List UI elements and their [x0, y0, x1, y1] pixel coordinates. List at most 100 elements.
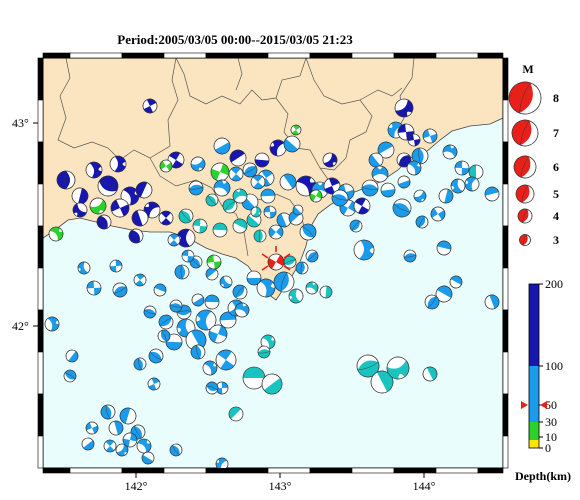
beachball: [279, 173, 297, 191]
beachball: [158, 314, 174, 330]
beachball: [250, 206, 262, 218]
beachball: [368, 152, 384, 168]
beachball: [133, 357, 147, 371]
border-segment: [69, 467, 123, 474]
beachball: [158, 210, 174, 226]
border-segment: [477, 467, 504, 474]
beachball: [147, 377, 161, 391]
border-segment: [502, 225, 509, 269]
beachball: [484, 294, 500, 310]
beachball: [85, 161, 103, 179]
beachball: [254, 152, 270, 168]
beachball: [256, 278, 276, 298]
beachball: [56, 170, 76, 190]
beachball: [157, 329, 171, 343]
border-segment: [42, 52, 71, 59]
beachball: [331, 189, 349, 207]
beachball: [89, 197, 107, 215]
beachball: [222, 198, 238, 214]
beachball: [72, 202, 88, 218]
border-segment: [351, 467, 395, 474]
beachball: [396, 152, 412, 168]
beachball: [305, 281, 319, 295]
beachball: [242, 366, 266, 390]
beachball: [205, 193, 219, 207]
border-segment: [435, 467, 479, 474]
beachball: [394, 98, 414, 118]
beachball: [115, 443, 129, 457]
border-segment: [502, 57, 509, 101]
magnitude-label: 7: [553, 126, 559, 140]
beachball: [205, 267, 219, 281]
beachball: [213, 179, 231, 197]
lon-tick-label: 142°: [125, 479, 148, 493]
beachball: [131, 209, 149, 227]
depth-color-segment: [529, 440, 539, 448]
border-segment: [502, 183, 509, 227]
map-border-scale: [37, 52, 509, 474]
beachball: [97, 175, 119, 197]
beachball: [260, 188, 276, 204]
beachball: [210, 162, 230, 182]
border-segment: [205, 467, 269, 474]
beachball: [181, 249, 195, 263]
depth-marker: [521, 401, 528, 409]
beachball: [508, 81, 542, 115]
beachball: [81, 437, 95, 451]
depth-color-segment: [529, 284, 539, 366]
beachball: [44, 316, 60, 332]
beachball: [185, 329, 207, 351]
beachball: [204, 294, 220, 310]
border-segment: [37, 309, 44, 353]
lat-tick-label: 42°: [12, 319, 29, 333]
beachball: [109, 259, 123, 273]
beachball: [353, 239, 375, 261]
magnitude-label: 6: [553, 160, 559, 174]
beachball: [110, 198, 130, 218]
beachball: [167, 233, 181, 247]
beachball: [353, 197, 371, 215]
beachball: [413, 189, 427, 203]
beachball: [112, 282, 128, 298]
beachball: [269, 139, 287, 157]
beachball: [411, 147, 429, 165]
beachball: [133, 273, 147, 287]
depth-tick-label: 50: [545, 398, 557, 412]
beachball: [513, 155, 537, 179]
beachball: [415, 215, 429, 229]
beachball: [246, 270, 262, 286]
beachball: [122, 432, 138, 448]
beachball: [71, 187, 89, 205]
beachball: [169, 443, 183, 457]
beachball: [192, 218, 208, 234]
depth-unit-label: Depth(km): [515, 469, 571, 483]
beachball: [142, 98, 158, 114]
depth-tick-label: 100: [545, 359, 563, 373]
beachball: [371, 165, 389, 183]
beachball: [517, 208, 533, 224]
beachball: [229, 149, 247, 167]
beachball: [295, 175, 317, 197]
border-segment: [309, 52, 353, 59]
beachball: [206, 254, 222, 270]
beachball: [397, 175, 411, 189]
beachball: [515, 184, 535, 204]
depth-tick-label: 10: [545, 430, 557, 444]
beachball: [234, 302, 250, 318]
border-segment: [502, 393, 509, 437]
border-segment: [69, 52, 123, 59]
border-segment: [42, 467, 71, 474]
beachball: [128, 228, 144, 244]
highlight-arrow: [261, 253, 269, 259]
highlighted-event: [261, 246, 291, 271]
beachball: [219, 275, 233, 289]
beachball: [86, 280, 102, 296]
border-segment: [502, 351, 509, 395]
beachball: [386, 356, 410, 380]
border-segment: [121, 52, 165, 59]
beachball: [292, 204, 304, 216]
beachball: [468, 164, 484, 180]
border-segment: [163, 52, 207, 59]
beachball: [136, 438, 152, 454]
